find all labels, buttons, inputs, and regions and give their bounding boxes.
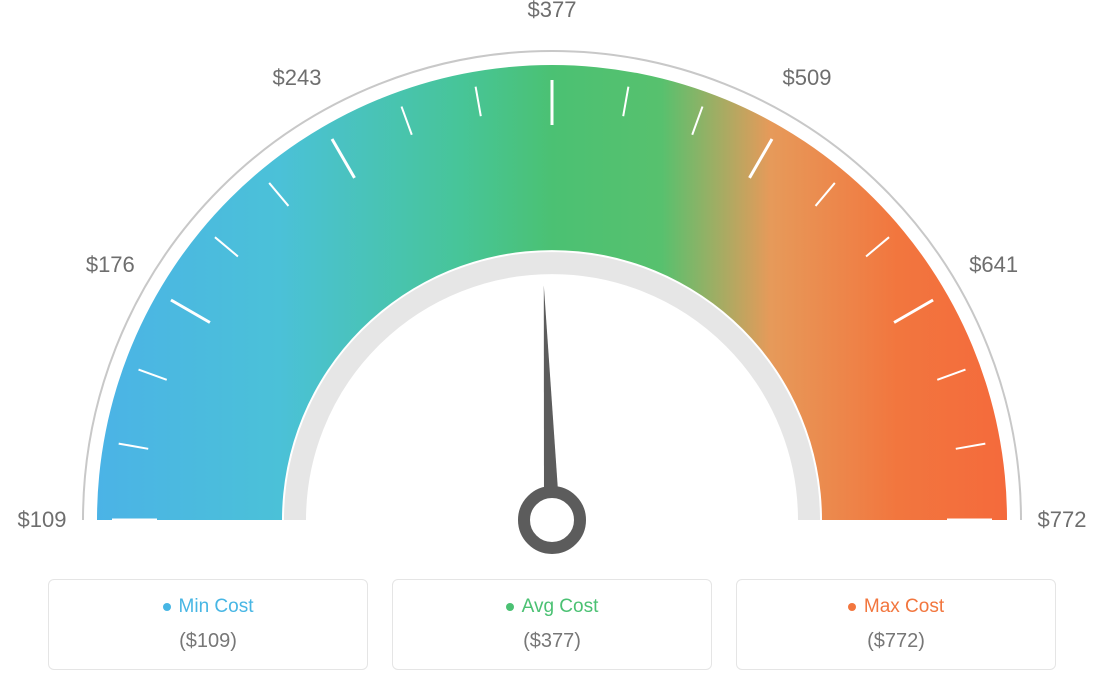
- gauge-svg: [0, 0, 1104, 560]
- gauge-tick-label: $109: [18, 507, 67, 533]
- legend-card-max: Max Cost ($772): [736, 579, 1056, 670]
- legend-label-max: Max Cost: [864, 596, 944, 618]
- gauge-tick-label: $243: [273, 65, 322, 91]
- gauge-tick-label: $509: [783, 65, 832, 91]
- dot-icon: [163, 603, 171, 611]
- legend-card-min: Min Cost ($109): [48, 579, 368, 670]
- legend: Min Cost ($109) Avg Cost ($377) Max Cost…: [0, 579, 1104, 670]
- legend-value-min: ($109): [69, 630, 347, 653]
- gauge-tick-label: $377: [528, 0, 577, 23]
- gauge-tick-label: $176: [86, 252, 135, 278]
- legend-label-avg: Avg Cost: [522, 596, 599, 618]
- legend-card-avg: Avg Cost ($377): [392, 579, 712, 670]
- gauge-chart: $109 $176 $243 $377 $509 $641 $772: [0, 0, 1104, 550]
- legend-value-max: ($772): [757, 630, 1035, 653]
- legend-title-avg: Avg Cost: [506, 596, 599, 618]
- legend-title-min: Min Cost: [163, 596, 254, 618]
- legend-value-avg: ($377): [413, 630, 691, 653]
- legend-title-max: Max Cost: [848, 596, 944, 618]
- dot-icon: [506, 603, 514, 611]
- gauge-tick-label: $772: [1038, 507, 1087, 533]
- legend-label-min: Min Cost: [179, 596, 254, 618]
- dot-icon: [848, 603, 856, 611]
- gauge-tick-label: $641: [969, 252, 1018, 278]
